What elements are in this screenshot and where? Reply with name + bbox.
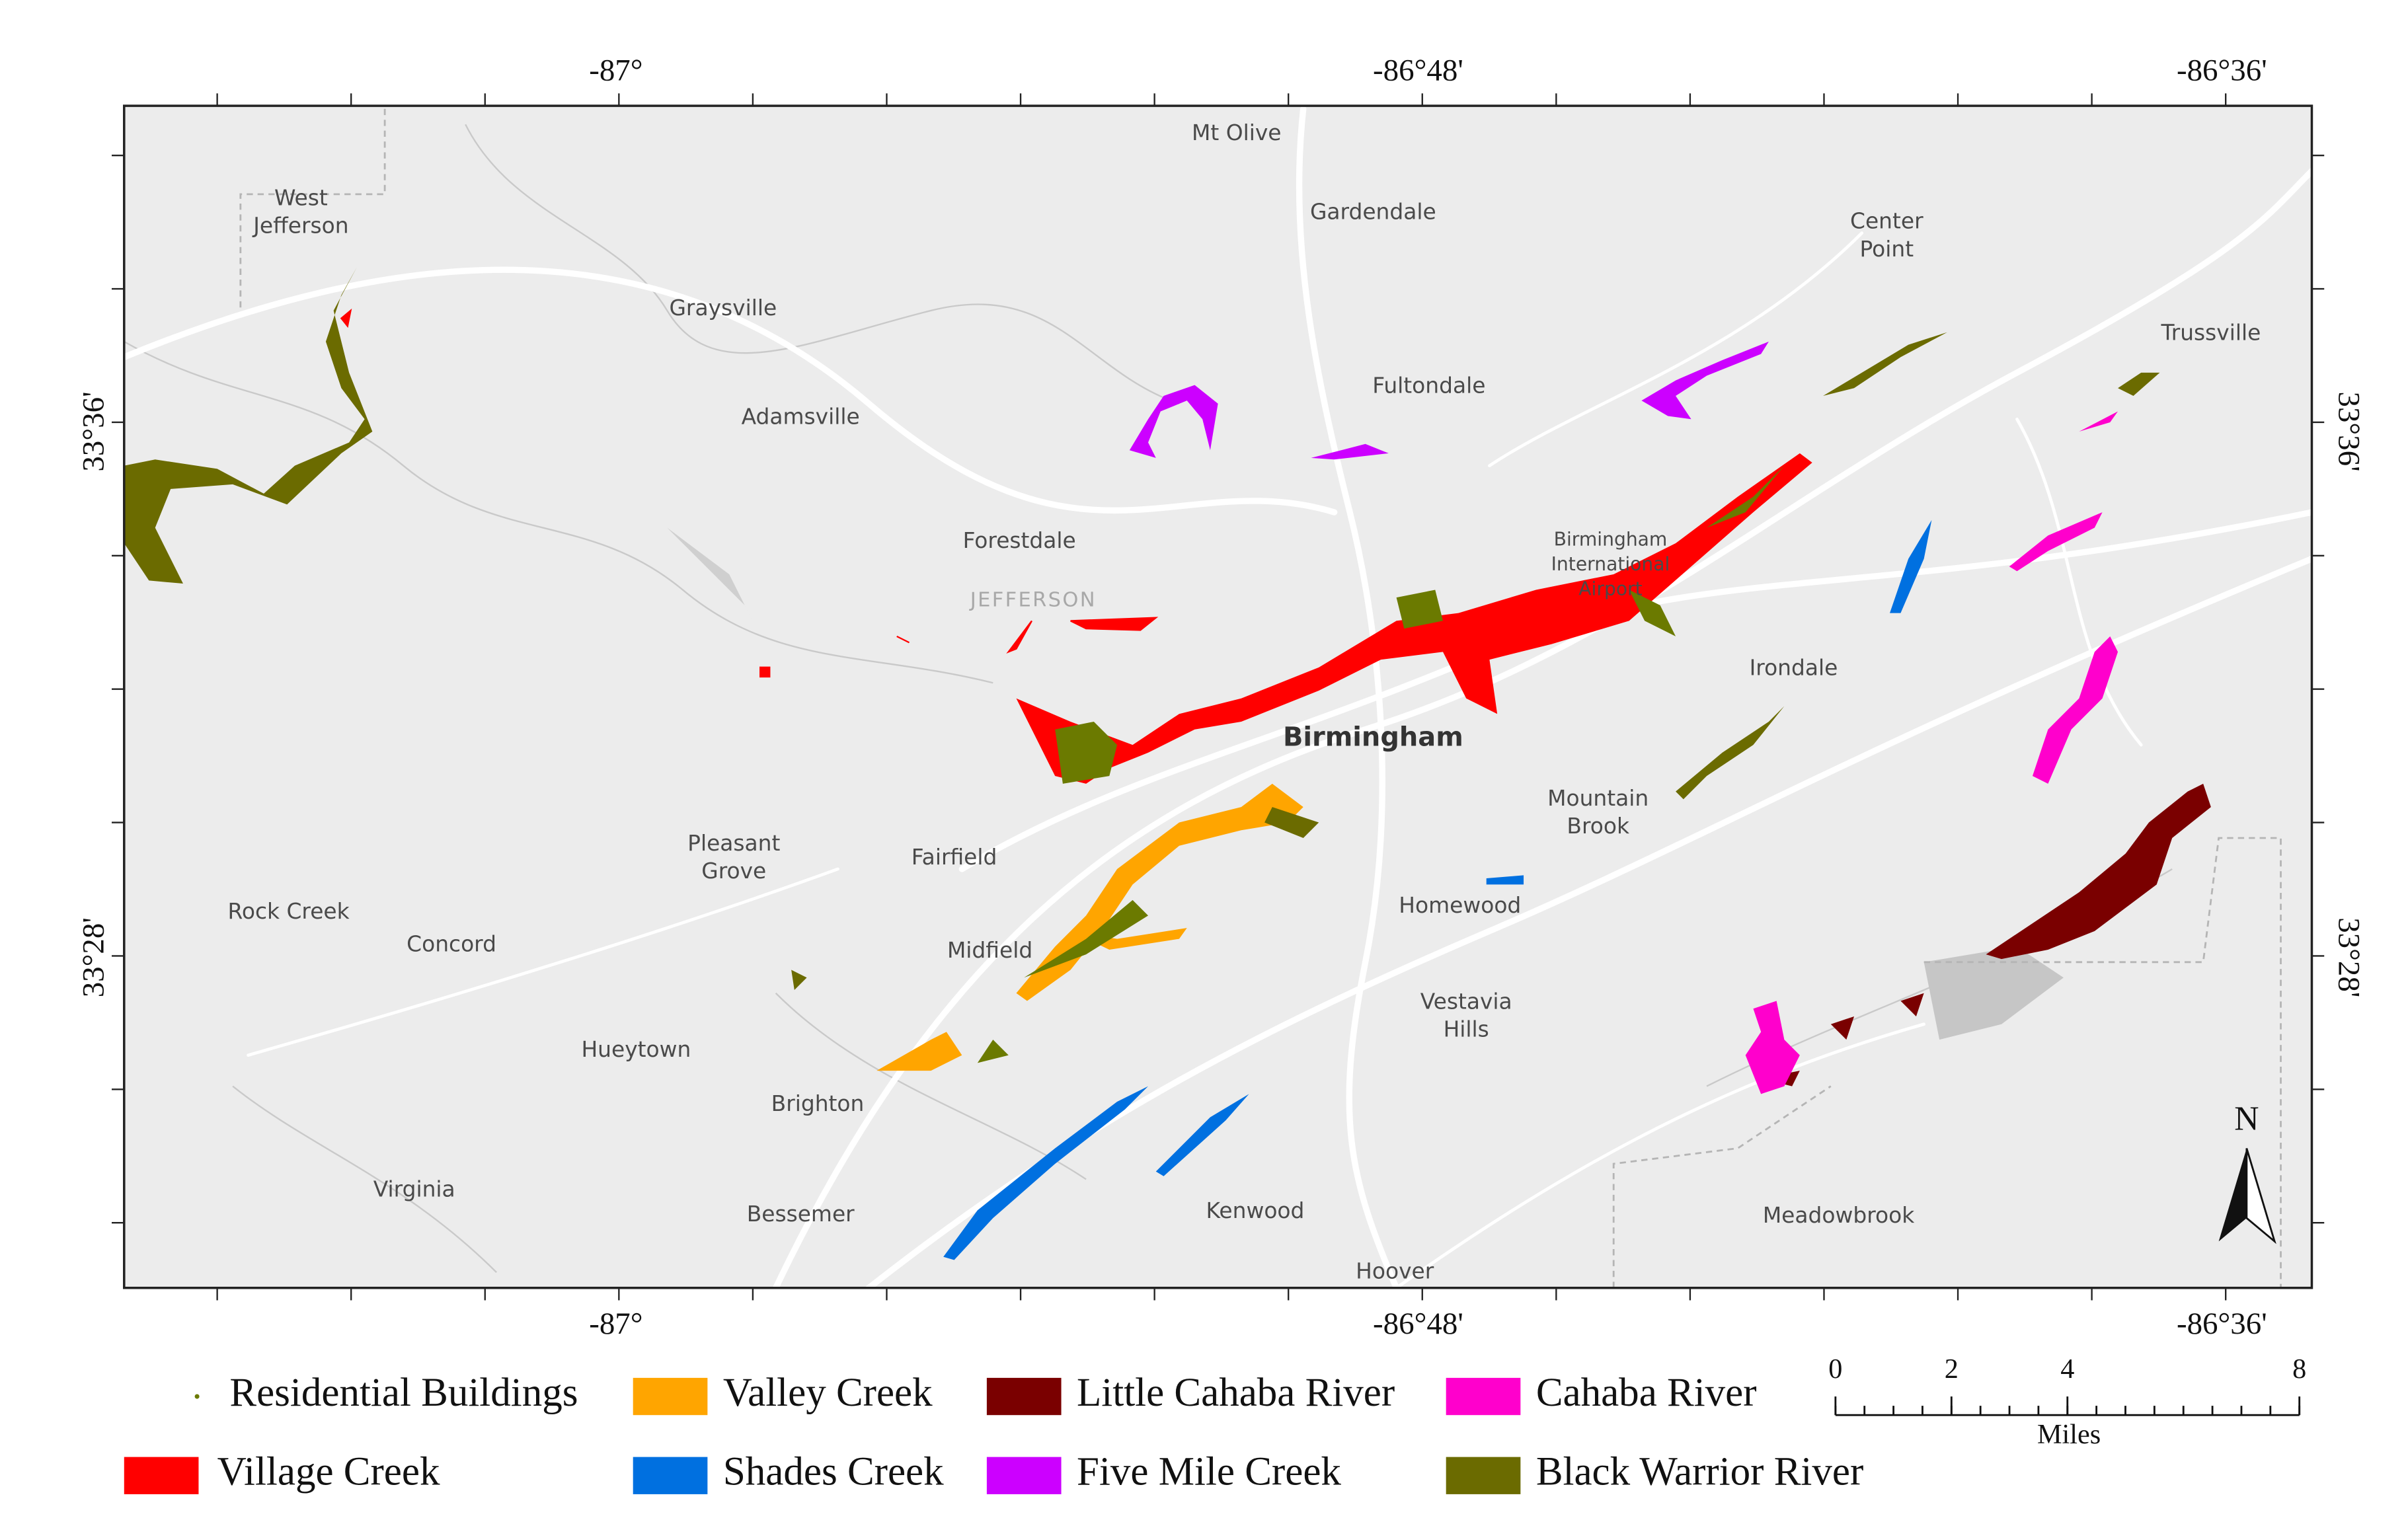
place-name: West: [274, 184, 328, 210]
north-label: N: [2234, 1100, 2259, 1137]
place-name: Hoover: [1356, 1258, 1434, 1284]
latitude-label: 33°28': [76, 917, 110, 997]
place-name: Rock Creek: [227, 898, 349, 924]
longitude-label: -86°36': [2177, 54, 2267, 88]
place-name: Kenwood: [1206, 1198, 1305, 1223]
place-name: Fairfield: [912, 844, 997, 870]
place-name: Birmingham: [1554, 528, 1668, 550]
place-name: Gardendale: [1310, 199, 1436, 225]
basemap: [121, 106, 2315, 1291]
legend-swatch: [1446, 1377, 1521, 1416]
place-name: Hills: [1444, 1016, 1489, 1042]
legend-label: Cahaba River: [1536, 1371, 1757, 1415]
latitude-label: 33°36': [2331, 391, 2366, 471]
place-name: Vestavia: [1420, 988, 1512, 1014]
latitude-label: 33°28': [2331, 917, 2366, 997]
place-name: Brighton: [771, 1090, 865, 1116]
place-name: Jefferson: [252, 213, 348, 239]
legend-label: Valley Creek: [723, 1371, 933, 1415]
scale-label: 2: [1945, 1353, 1959, 1385]
legend-swatch: [986, 1457, 1062, 1494]
legend-swatch: [986, 1377, 1062, 1416]
legend-label: Little Cahaba River: [1077, 1371, 1395, 1415]
place-name: Irondale: [1750, 655, 1838, 681]
longitude-label: -86°36': [2177, 1307, 2267, 1341]
flood-areas: [124, 267, 2211, 1260]
frame-ticks: [112, 93, 2325, 1301]
place-name: JEFFERSON: [969, 588, 1097, 611]
place-name: Trussville: [2160, 320, 2261, 346]
scale-bar: [1834, 1396, 2301, 1416]
legend-label: Black Warrior River: [1536, 1450, 1863, 1494]
place-name: Center: [1850, 208, 1923, 234]
place-name: Airport: [1578, 578, 1642, 599]
place-name: Graysville: [669, 295, 777, 321]
place-name: Grove: [701, 858, 766, 884]
place-name: Hueytown: [581, 1036, 691, 1062]
place-name: Forestdale: [963, 527, 1076, 553]
legend-label: Shades Creek: [723, 1450, 944, 1494]
place-name: Midfield: [947, 937, 1032, 963]
map-frame: [123, 104, 2313, 1289]
legend-swatch: [1446, 1457, 1521, 1494]
place-name: International: [1551, 553, 1670, 575]
place-name: Birmingham: [1283, 722, 1463, 752]
north-arrow: [2218, 1148, 2276, 1244]
longitude-label: -86°48': [1373, 1307, 1463, 1341]
longitude-label: -87°: [589, 1307, 642, 1341]
place-name: Meadowbrook: [1763, 1202, 1914, 1228]
legend-label: Village Creek: [217, 1450, 440, 1494]
legend-swatch: [633, 1377, 708, 1416]
scale-label: 4: [2060, 1353, 2074, 1385]
legend-swatch: [194, 1394, 200, 1399]
place-name: Mt Olive: [1192, 120, 1281, 145]
legend-label: Five Mile Creek: [1077, 1450, 1341, 1494]
place-name: Adamsville: [742, 403, 860, 429]
latitude-label: 33°36': [76, 391, 110, 471]
place-name: Homewood: [1399, 892, 1521, 918]
longitude-label: -86°48': [1373, 54, 1463, 88]
longitude-label: -87°: [589, 54, 642, 88]
place-name: Concord: [407, 931, 496, 956]
place-name: Point: [1860, 236, 1914, 262]
place-name: Brook: [1567, 813, 1629, 839]
place-name: Fultondale: [1372, 372, 1485, 398]
legend-swatch: [633, 1457, 708, 1494]
place-name: Pleasant: [687, 830, 780, 856]
place-name: Bessemer: [747, 1201, 855, 1227]
place-name: Mountain: [1547, 785, 1649, 811]
scale-unit: Miles: [2037, 1419, 2101, 1450]
scale-label: 8: [2292, 1353, 2306, 1385]
legend-swatch: [124, 1457, 199, 1494]
scale-label: 0: [1828, 1353, 1842, 1385]
labels: -87° -87° -86°48' -86°48' -86°36' -86°36' 33°3…: [76, 54, 2366, 1494]
place-name: Virginia: [373, 1176, 455, 1201]
legend-label: Residential Buildings: [229, 1371, 578, 1415]
